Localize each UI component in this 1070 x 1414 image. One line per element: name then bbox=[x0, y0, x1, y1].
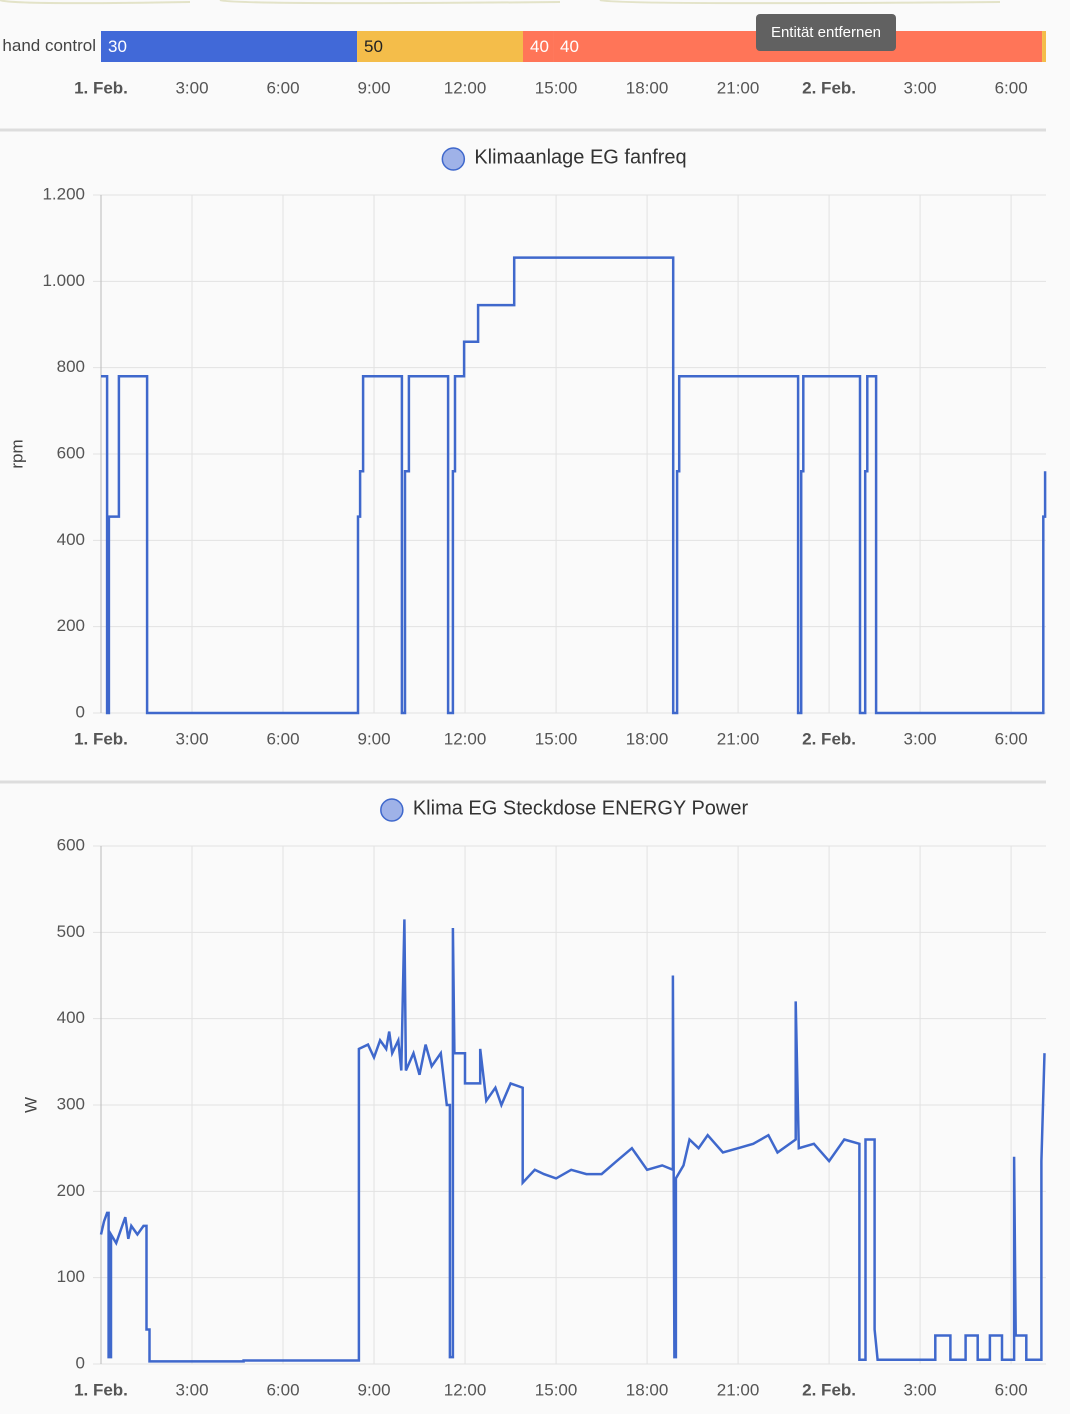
x-tick-label: 18:00 bbox=[626, 729, 669, 748]
x-tick-label: 3:00 bbox=[175, 729, 208, 748]
segment-label: 30 bbox=[108, 37, 127, 56]
x-tick-label: 6:00 bbox=[995, 1380, 1028, 1399]
legend-swatch bbox=[441, 147, 466, 171]
tooltip-text: Entität entfernen bbox=[771, 24, 881, 41]
timeline-segment bbox=[101, 31, 358, 62]
y-tick-label: 600 bbox=[57, 835, 85, 854]
y-tick-label: 0 bbox=[76, 1353, 85, 1372]
segment-label: 40 bbox=[560, 37, 579, 56]
y-axis-title: W bbox=[21, 1097, 40, 1113]
x-tick-label: 2. Feb. bbox=[802, 78, 856, 97]
x-tick-label: 6:00 bbox=[266, 1380, 299, 1399]
x-tick-label: 3:00 bbox=[904, 78, 937, 97]
x-tick-label: 15:00 bbox=[535, 78, 578, 97]
x-tick-label: 1. Feb. bbox=[74, 1380, 128, 1399]
timeline-segment bbox=[357, 31, 523, 62]
x-tick-label: 2. Feb. bbox=[802, 1380, 856, 1399]
x-tick-label: 12:00 bbox=[444, 1380, 487, 1399]
x-tick-label: 9:00 bbox=[357, 1380, 390, 1399]
x-tick-label: 15:00 bbox=[535, 1380, 578, 1399]
y-tick-label: 200 bbox=[57, 1181, 85, 1200]
tooltip-box bbox=[756, 14, 896, 51]
tooltip: Entität entfernen bbox=[756, 14, 896, 51]
x-tick-label: 1. Feb. bbox=[74, 78, 128, 97]
y-tick-label: 1.200 bbox=[42, 184, 85, 203]
cut-off-chips bbox=[0, 0, 1001, 5]
data-line bbox=[101, 256, 1047, 715]
x-tick-label: 9:00 bbox=[357, 78, 390, 97]
timeline-segment bbox=[1042, 31, 1046, 62]
x-tick-label: 3:00 bbox=[175, 1380, 208, 1399]
y-tick-label: 400 bbox=[57, 1008, 85, 1027]
x-tick-label: 6:00 bbox=[266, 78, 299, 97]
segment-label: 50 bbox=[364, 37, 383, 56]
x-tick-label: 21:00 bbox=[717, 78, 760, 97]
x-tick-label: 12:00 bbox=[444, 729, 487, 748]
legend-label: Klima EG Steckdose ENERGY Power bbox=[413, 797, 749, 819]
y-tick-label: 100 bbox=[57, 1267, 85, 1286]
x-tick-label: 3:00 bbox=[904, 729, 937, 748]
y-tick-label: 400 bbox=[57, 530, 85, 549]
y-tick-label: 800 bbox=[57, 357, 85, 376]
y-tick-label: 1.000 bbox=[42, 271, 85, 290]
y-tick-label: 600 bbox=[57, 443, 85, 462]
legend-swatch bbox=[380, 798, 404, 822]
x-tick-label: 6:00 bbox=[995, 729, 1028, 748]
x-tick-label: 9:00 bbox=[357, 729, 390, 748]
x-tick-label: 3:00 bbox=[175, 78, 208, 97]
x-tick-label: 15:00 bbox=[535, 729, 578, 748]
y-axis-title: rpm bbox=[7, 439, 26, 468]
segment-label: 40 bbox=[530, 37, 549, 56]
x-tick-label: 6:00 bbox=[266, 729, 299, 748]
x-tick-label: 1. Feb. bbox=[74, 729, 128, 748]
y-tick-label: 500 bbox=[57, 922, 85, 941]
x-tick-label: 21:00 bbox=[717, 729, 760, 748]
x-tick-label: 18:00 bbox=[626, 1380, 669, 1399]
timeline-segment bbox=[522, 31, 554, 62]
x-tick-label: 2. Feb. bbox=[802, 729, 856, 748]
x-tick-label: 3:00 bbox=[904, 1380, 937, 1399]
x-tick-label: 21:00 bbox=[717, 1380, 760, 1399]
y-tick-label: 0 bbox=[76, 702, 85, 721]
y-tick-label: 200 bbox=[57, 616, 85, 635]
y-tick-label: 300 bbox=[57, 1094, 85, 1113]
x-tick-label: 6:00 bbox=[995, 78, 1028, 97]
x-tick-label: 12:00 bbox=[444, 78, 487, 97]
timeline-label: hand control bbox=[2, 36, 96, 55]
legend-label: Klimaanlage EG fanfreq bbox=[474, 146, 686, 168]
x-tick-label: 18:00 bbox=[626, 78, 669, 97]
data-line bbox=[99, 919, 1046, 1363]
